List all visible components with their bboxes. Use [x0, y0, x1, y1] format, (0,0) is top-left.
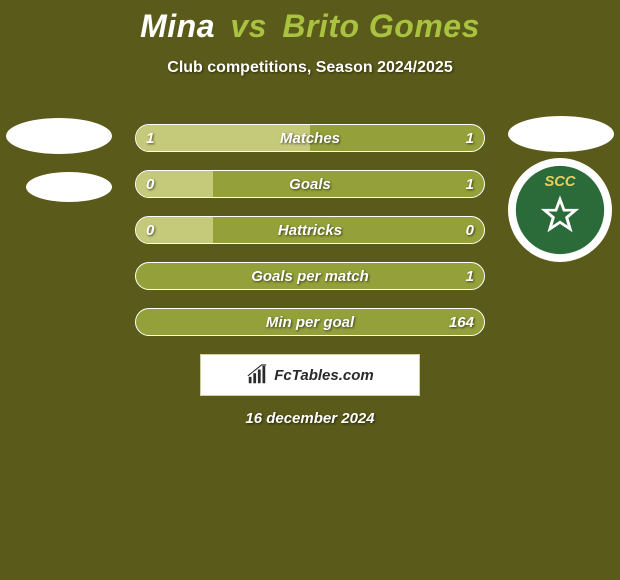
player1-club-placeholder: [26, 172, 112, 202]
player2-avatar-placeholder: [508, 116, 614, 152]
stat-label: Matches: [136, 125, 484, 151]
right-avatars: SCC: [508, 116, 614, 262]
stat-value-right: 1: [466, 125, 474, 151]
stat-bar-row: 0Goals1: [135, 170, 485, 198]
club-badge-text: SCC: [544, 174, 575, 190]
player2-name: Brito Gomes: [282, 8, 480, 44]
stat-bar-row: Goals per match1: [135, 262, 485, 290]
stat-value-right: 1: [466, 171, 474, 197]
stat-label: Goals per match: [136, 263, 484, 289]
chart-icon: [246, 364, 268, 386]
stat-value-right: 0: [466, 217, 474, 243]
left-avatars: [6, 118, 112, 220]
date-text: 16 december 2024: [0, 410, 620, 427]
player1-name: Mina: [140, 8, 215, 44]
stat-bar-row: 1Matches1: [135, 124, 485, 152]
comparison-bars: 1Matches10Goals10Hattricks0Goals per mat…: [135, 124, 485, 354]
stat-label: Hattricks: [136, 217, 484, 243]
stat-bar-row: 0Hattricks0: [135, 216, 485, 244]
stat-bar-row: Min per goal164: [135, 308, 485, 336]
player2-club-badge: SCC: [508, 158, 612, 262]
fctables-watermark: FcTables.com: [200, 354, 420, 396]
stat-value-right: 164: [449, 309, 474, 335]
stat-value-right: 1: [466, 263, 474, 289]
stat-label: Goals: [136, 171, 484, 197]
player1-avatar-placeholder: [6, 118, 112, 154]
vs-text: vs: [230, 8, 267, 44]
stat-label: Min per goal: [136, 309, 484, 335]
subtitle: Club competitions, Season 2024/2025: [0, 59, 620, 77]
fctables-text: FcTables.com: [274, 367, 373, 384]
club-shield-icon: SCC: [514, 164, 606, 256]
comparison-title: Mina vs Brito Gomes: [0, 0, 620, 45]
